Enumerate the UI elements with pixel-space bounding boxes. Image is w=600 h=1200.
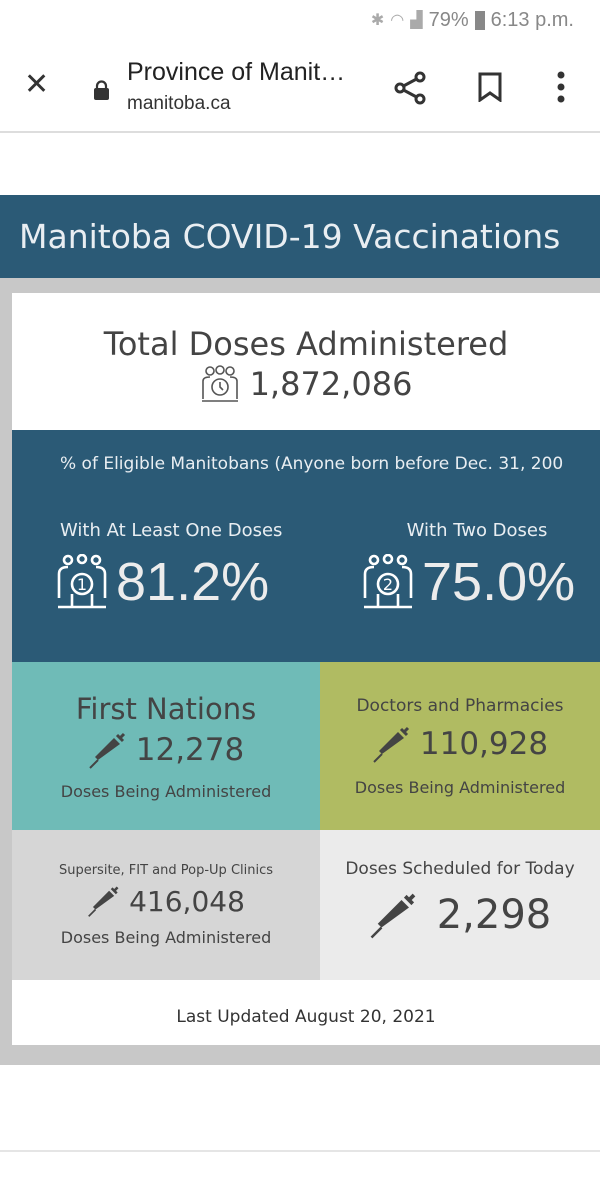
bluetooth-icon: ✱ [370,12,385,29]
divider [0,1150,600,1152]
battery-icon [474,10,485,30]
total-doses-value: 1,872,086 [249,365,413,403]
page-title: Province of Manit… [127,58,346,86]
syringe-icon [88,886,119,917]
dashboard-card: Total Doses Administered 1,872,086 % of … [12,293,600,1045]
wifi-icon: ◠ [390,12,405,29]
scheduled-today-value: 2,298 [436,892,552,938]
eligible-caption: % of Eligible Manitobans (Anyone born be… [60,454,564,474]
scheduled-today-title: Doses Scheduled for Today [345,859,575,879]
doctors-pharmacies-cell: Doctors and Pharmacies 110,928 Doses Bei… [320,662,600,830]
signal-icon: ▟ [410,12,423,29]
people-clock-icon [201,365,238,402]
total-doses-section: Total Doses Administered 1,872,086 [12,293,600,430]
one-dose-label: With At Least One Doses [60,520,282,541]
first-nations-cell: First Nations 12,278 Doses Being Adminis… [12,662,320,830]
bookmark-icon[interactable] [478,72,502,102]
dose-breakdown-grid: First Nations 12,278 Doses Being Adminis… [12,662,600,980]
people-dose-two-icon: 2 [363,554,413,609]
more-options-icon[interactable] [552,70,570,104]
people-dose-one-icon: 1 [57,554,107,609]
two-dose-stat: With Two Doses 2 75.0% [362,520,600,613]
doctors-pharmacies-sub: Doses Being Administered [354,777,566,797]
dashboard-frame: Total Doses Administered 1,872,086 % of … [0,278,600,1065]
doctors-pharmacies-title: Doctors and Pharmacies [356,695,564,716]
share-icon[interactable] [392,70,428,106]
two-dose-label: With Two Doses [406,520,548,541]
syringe-icon [373,726,409,763]
syringe-icon [370,893,416,939]
page-url[interactable]: manitoba.ca [127,93,231,114]
close-icon[interactable]: ✕ [24,67,50,102]
one-dose-stat: With At Least One Doses 1 81.2% [56,520,282,613]
status-bar: ✱ ◠ ▟ 79% 6:13 p.m. [0,0,600,40]
first-nations-title: First Nations [75,691,257,726]
dashboard-header: Manitoba COVID-19 Vaccinations [0,195,600,278]
svg-text:1: 1 [77,575,87,594]
doctors-pharmacies-value: 110,928 [419,725,549,762]
scheduled-today-cell: Doses Scheduled for Today 2,298 [320,830,600,980]
supersite-title: Supersite, FIT and Pop-Up Clinics [58,863,274,878]
eligible-section: % of Eligible Manitobans (Anyone born be… [12,430,600,662]
clock: 6:13 p.m. [490,8,574,31]
last-updated: Last Updated August 20, 2021 [176,1007,436,1027]
first-nations-sub: Doses Being Administered [60,781,272,801]
svg-text:2: 2 [383,575,393,594]
battery-level: 79% [428,8,469,31]
lock-icon [94,80,109,100]
supersite-value: 416,048 [129,884,245,918]
supersite-sub: Doses Being Administered [60,928,272,947]
browser-toolbar: ✕ Province of Manit… manitoba.ca [0,40,600,133]
one-dose-value: 81.2% [116,552,270,612]
supersite-cell: Supersite, FIT and Pop-Up Clinics 416,04… [12,830,320,980]
two-dose-value: 75.0% [422,552,576,612]
total-doses-title: Total Doses Administered [103,325,509,363]
first-nations-value: 12,278 [135,731,245,768]
syringe-icon [89,732,125,769]
